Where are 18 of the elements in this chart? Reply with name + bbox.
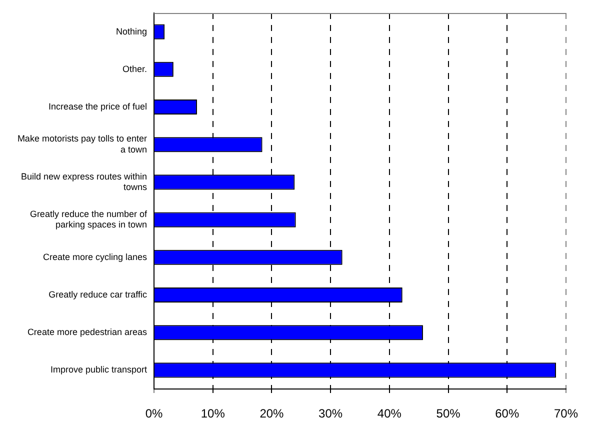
x-tick-label: 30% xyxy=(318,406,343,421)
y-tick-label: Nothing xyxy=(116,26,147,36)
y-tick-label: Other. xyxy=(122,64,147,74)
y-tick-label: Greatly reduce the number of parking spaces in town xyxy=(30,208,148,230)
y-tick-label: Create more cycling lanes xyxy=(42,252,148,262)
y-tick-label: Greatly reduce car traffic xyxy=(48,289,148,300)
y-tick-label: Make motorists pay tolls to enter a town xyxy=(17,134,147,154)
x-tick-label: 40% xyxy=(377,406,402,421)
y-tick-label: Increase the price of fuel xyxy=(48,101,147,112)
x-tick-label: 0% xyxy=(145,406,163,421)
x-tick-label: 60% xyxy=(495,406,520,421)
y-tick-label: Improve public transport xyxy=(50,364,148,375)
y-tick-label: Create more pedestrian areas xyxy=(27,327,148,338)
x-tick-label: 70% xyxy=(554,406,578,421)
x-tick-label: 10% xyxy=(200,406,226,421)
y-tick-label: Build new express routes within towns xyxy=(20,171,148,192)
x-tick-label: 50% xyxy=(436,406,461,421)
x-tick-label: 20% xyxy=(260,406,284,421)
